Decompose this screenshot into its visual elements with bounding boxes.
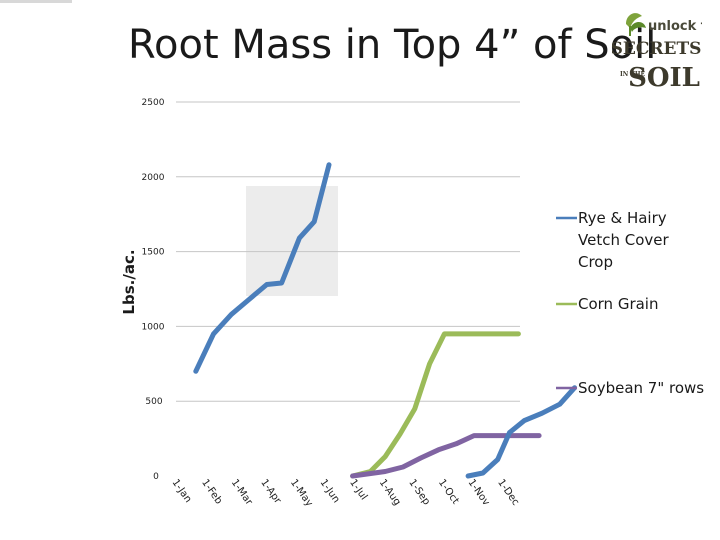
logo-line2: SECRETS	[612, 39, 701, 59]
x-axis-ticks: 1-Jan 1-Feb 1-Mar 1-Apr 1-May 1-Jun 1-Jul 1-Aug…	[170, 477, 521, 508]
x-tick-label: 1-Jul	[347, 477, 369, 502]
y-axis-ticks: 0 500 1000 1500 2000 2500	[142, 98, 165, 482]
background-rectangle	[246, 186, 338, 296]
logo-line3: IN THE	[620, 71, 646, 78]
x-tick-label: 1-Jan	[170, 477, 194, 505]
y-tick-label: 2500	[142, 98, 165, 108]
y-tick-label: 500	[145, 397, 162, 407]
logo-line4: SOIL	[628, 63, 700, 93]
x-tick-label: 1-Nov	[466, 477, 492, 508]
x-tick-label: 1-Apr	[258, 477, 283, 506]
series-lines	[193, 162, 578, 479]
legend-label: Rye & Hairy	[578, 209, 667, 227]
series-line-0	[193, 162, 332, 374]
y-axis-label: Lbs./ac.	[120, 249, 138, 314]
legend: Rye & Hairy Vetch Cover Crop Corn Grain Soyb…	[556, 209, 704, 397]
secrets-in-the-soil-logo: unlock the SECRETS IN THE SOIL	[612, 13, 702, 93]
gridlines	[176, 101, 520, 402]
legend-label: Crop	[578, 253, 613, 271]
sprout-icon	[626, 13, 646, 36]
y-tick-label: 0	[153, 472, 159, 482]
x-tick-label: 1-May	[288, 477, 315, 508]
y-tick-label: 1000	[142, 322, 165, 332]
x-tick-label: 1-Sep	[406, 477, 432, 507]
logo-line1: unlock the	[648, 19, 702, 34]
x-tick-label: 1-Aug	[377, 477, 403, 507]
legend-label: Soybean 7" rows	[578, 379, 704, 397]
series-line-2	[350, 433, 542, 479]
y-tick-label: 2000	[142, 173, 165, 183]
legend-label: Corn Grain	[578, 295, 659, 313]
x-tick-label: 1-Dec	[495, 477, 521, 507]
y-tick-label: 1500	[142, 248, 165, 258]
x-tick-label: 1-Mar	[229, 477, 255, 508]
top-accent-bar	[0, 0, 72, 3]
series-line-3	[465, 385, 578, 479]
legend-label: Vetch Cover	[578, 231, 669, 249]
series-line-1	[350, 331, 521, 479]
x-tick-label: 1-Feb	[199, 477, 224, 506]
x-tick-label: 1-Oct	[436, 477, 461, 506]
page-title: Root Mass in Top 4” of Soil	[128, 22, 657, 68]
x-tick-label: 1-Jun	[318, 477, 342, 505]
